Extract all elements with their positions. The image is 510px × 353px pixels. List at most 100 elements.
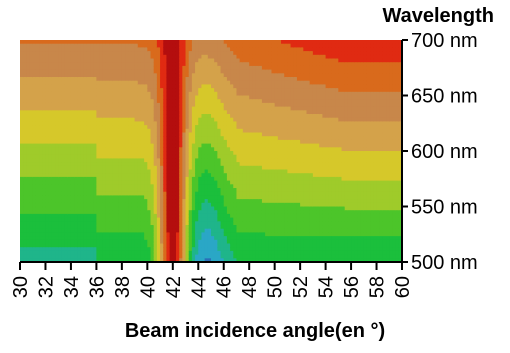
heatmap-cell xyxy=(268,77,273,82)
heatmap-cell xyxy=(204,210,209,215)
heatmap-cell xyxy=(226,80,231,85)
heatmap-cell xyxy=(147,88,152,93)
heatmap-cell xyxy=(29,73,34,78)
heatmap-cell xyxy=(90,43,94,48)
heatmap-cell xyxy=(185,80,190,85)
heatmap-cell xyxy=(35,62,40,67)
heatmap-cell xyxy=(233,254,238,259)
heatmap-cell xyxy=(74,162,78,167)
heatmap-cell xyxy=(182,247,187,252)
heatmap-cell xyxy=(239,143,244,148)
heatmap-cell xyxy=(246,147,250,152)
heatmap-cell xyxy=(182,121,187,126)
heatmap-cell xyxy=(32,91,37,97)
heatmap-cell xyxy=(217,128,222,134)
heatmap-cell xyxy=(51,169,56,174)
heatmap-cell xyxy=(64,88,69,93)
heatmap-cell xyxy=(211,95,215,100)
heatmap-cell xyxy=(271,243,276,248)
heatmap-cell xyxy=(112,102,117,108)
heatmap-cell xyxy=(191,102,196,108)
heatmap-cell xyxy=(150,250,155,256)
heatmap-cell xyxy=(55,136,59,141)
heatmap-cell xyxy=(58,136,62,141)
heatmap-cell xyxy=(70,88,75,93)
heatmap-cell xyxy=(239,210,244,215)
heatmap-cell xyxy=(261,69,266,74)
heatmap-cell xyxy=(121,254,126,259)
heatmap-cell xyxy=(77,165,82,171)
heatmap-cell xyxy=(156,91,161,97)
heatmap-cell xyxy=(86,217,91,222)
heatmap-cell xyxy=(67,176,72,182)
heatmap-cell xyxy=(217,65,222,71)
heatmap-cell xyxy=(214,188,218,193)
heatmap-cell xyxy=(134,136,139,141)
heatmap-cell xyxy=(80,84,85,89)
heatmap-cell xyxy=(182,165,187,171)
heatmap-cell xyxy=(223,151,228,156)
heatmap-cell xyxy=(249,106,253,111)
heatmap-cell xyxy=(102,128,107,134)
heatmap-cell xyxy=(93,210,97,215)
heatmap-cell xyxy=(42,54,47,60)
heatmap-cell xyxy=(204,254,209,259)
heatmap-cell xyxy=(188,151,193,156)
heatmap-cell xyxy=(144,54,148,60)
heatmap-cell xyxy=(137,173,142,178)
heatmap-cell xyxy=(281,217,285,222)
heatmap-cell xyxy=(246,114,250,119)
heatmap-cell xyxy=(156,143,161,148)
heatmap-cell xyxy=(242,173,247,178)
heatmap-cell xyxy=(96,158,101,163)
heatmap-cell xyxy=(96,243,101,248)
heatmap-cell xyxy=(48,221,53,226)
heatmap-cell xyxy=(140,143,145,148)
heatmap-cell xyxy=(42,136,47,141)
heatmap-cell xyxy=(166,199,171,204)
heatmap-cell xyxy=(191,95,196,100)
heatmap-cell xyxy=(131,236,136,241)
heatmap-cell xyxy=(242,217,247,222)
heatmap-cell xyxy=(70,95,75,100)
heatmap-cell xyxy=(160,221,164,226)
heatmap-cell xyxy=(137,165,142,171)
heatmap-cell xyxy=(185,136,190,141)
heatmap-cell xyxy=(32,173,37,178)
heatmap-cell xyxy=(204,202,209,208)
heatmap-cell xyxy=(160,169,164,174)
heatmap-cell xyxy=(118,195,123,200)
heatmap-cell xyxy=(195,51,199,56)
heatmap-cell xyxy=(128,254,133,259)
heatmap-cell xyxy=(90,247,94,252)
heatmap-cell xyxy=(217,254,222,259)
heatmap-cell xyxy=(172,88,177,93)
heatmap-cell xyxy=(105,202,110,208)
heatmap-cell xyxy=(58,147,62,152)
heatmap-cell xyxy=(137,84,142,89)
heatmap-cell xyxy=(261,54,266,60)
heatmap-cell xyxy=(258,40,263,45)
heatmap-cell xyxy=(255,191,260,196)
heatmap-cell xyxy=(217,143,222,148)
heatmap-cell xyxy=(175,158,180,163)
heatmap-cell xyxy=(249,225,253,230)
heatmap-cell xyxy=(115,54,120,60)
heatmap-cell xyxy=(223,202,228,208)
heatmap-cell xyxy=(67,99,72,104)
heatmap-cell xyxy=(153,99,158,104)
heatmap-cell xyxy=(255,95,260,100)
heatmap-cell xyxy=(172,51,177,56)
heatmap-cell xyxy=(118,191,123,196)
heatmap-cell xyxy=(220,58,225,63)
heatmap-cell xyxy=(169,151,174,156)
heatmap-cell xyxy=(115,136,120,141)
heatmap-cell xyxy=(29,180,34,185)
heatmap-cell xyxy=(179,136,183,141)
heatmap-cell xyxy=(96,43,101,48)
heatmap-cell xyxy=(23,225,27,230)
heatmap-cell xyxy=(45,114,50,119)
heatmap-cell xyxy=(261,110,266,115)
heatmap-cell xyxy=(74,228,78,233)
heatmap-cell xyxy=(29,143,34,148)
